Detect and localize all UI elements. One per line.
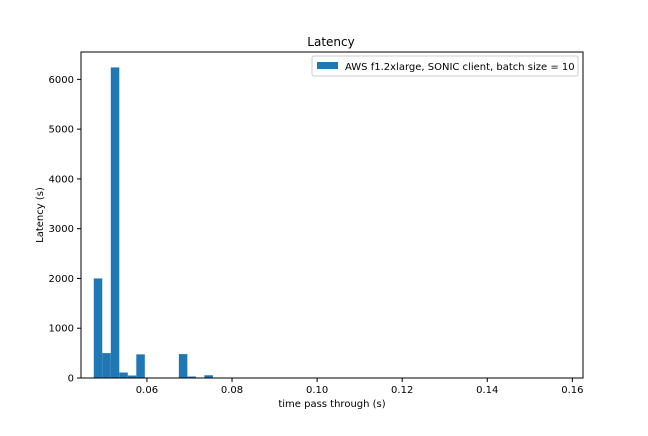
y-tick-label: 3000	[49, 224, 74, 235]
histogram-bar	[102, 353, 111, 378]
x-tick-label: 0.16	[561, 385, 583, 396]
chart-title: Latency	[307, 35, 354, 49]
y-ticks: 0 1000 2000 3000 4000 5000 6000	[49, 75, 81, 385]
plot-frame	[81, 52, 583, 378]
y-tick-label: 4000	[49, 174, 74, 185]
histogram-bar	[179, 354, 188, 378]
y-tick-label: 1000	[49, 324, 74, 335]
histogram-bar	[136, 354, 145, 378]
x-tick-label: 0.08	[221, 385, 243, 396]
x-tick-label: 0.12	[391, 385, 413, 396]
legend-label: AWS f1.2xlarge, SONIC client, batch size…	[345, 62, 575, 73]
x-axis-label: time pass through (s)	[278, 399, 385, 410]
histogram-bar	[111, 67, 120, 378]
y-tick-label: 5000	[49, 125, 74, 136]
x-tick-label: 0.10	[306, 385, 328, 396]
x-tick-label: 0.06	[136, 385, 158, 396]
legend: AWS f1.2xlarge, SONIC client, batch size…	[312, 56, 578, 76]
y-tick-label: 2000	[49, 274, 74, 285]
x-tick-label: 0.14	[476, 385, 498, 396]
legend-swatch	[317, 62, 338, 69]
y-tick-label: 0	[68, 374, 74, 385]
y-axis-label: Latency (s)	[35, 187, 46, 243]
histogram-bar	[94, 278, 103, 378]
y-tick-label: 6000	[49, 75, 74, 86]
bars-group	[94, 67, 298, 378]
x-ticks: 0.06 0.08 0.10 0.12 0.14 0.16	[136, 378, 584, 396]
histogram-bar	[119, 373, 128, 378]
